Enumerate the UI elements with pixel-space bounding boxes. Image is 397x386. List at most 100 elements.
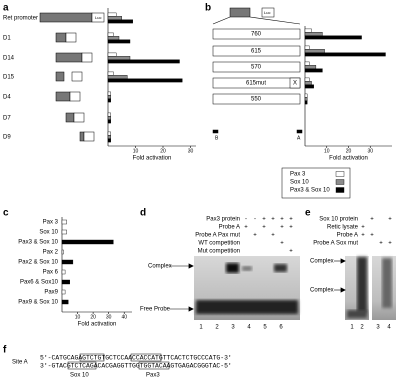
bar — [107, 36, 120, 40]
sign: + — [388, 217, 392, 223]
sign: + — [244, 225, 248, 231]
free-probe-label: Free Probe — [140, 307, 171, 313]
category-label: D7 — [3, 116, 11, 122]
sign: - — [254, 217, 256, 223]
category-label: 760 — [251, 32, 262, 38]
x-tick-label: 30 — [188, 148, 194, 154]
sequence-top: 5'-CATGCAGAGTCTGTGCTCCAACCACCATGTTCACTCT… — [40, 355, 232, 362]
bar — [304, 77, 310, 82]
x-tick-label: 10 — [75, 314, 81, 320]
site-label: A — [297, 135, 301, 141]
row-label: WT competition — [198, 241, 240, 247]
arrows — [170, 258, 346, 312]
bar — [107, 19, 133, 24]
category-label: Pax 3 — [43, 220, 59, 226]
category-label: Pax9 — [44, 290, 58, 296]
bar — [107, 119, 111, 124]
lane-number: 4 — [247, 325, 251, 331]
legend-swatch — [335, 179, 345, 185]
row-label: Sox 10 protein — [319, 217, 358, 223]
category-label: Pax9 & Sox 10 — [18, 300, 58, 306]
category-label: 615 — [251, 49, 262, 55]
row-label: Probe A Sox mut — [313, 241, 358, 247]
category-label: 550 — [251, 97, 262, 103]
lane-number: 2 — [360, 325, 364, 331]
bar — [107, 75, 128, 79]
category-label: Pax2 & Sox 10 — [18, 260, 58, 266]
row-label: Pax3 protein — [206, 217, 240, 223]
bar — [304, 68, 323, 73]
x-axis-title: Fold activation — [329, 156, 368, 162]
panel-label: e — [305, 208, 311, 219]
panel-label: f — [3, 345, 7, 356]
site-label: B — [215, 135, 219, 141]
category-label: Pax6 & Sox10 — [20, 280, 59, 286]
legend-swatch — [335, 171, 345, 177]
category-label: Sox 10 — [39, 230, 58, 236]
sign: + — [361, 233, 365, 239]
legend-label: Sox 10 — [290, 180, 309, 186]
bar — [107, 12, 117, 17]
sign: + — [271, 233, 275, 239]
sox-label: Sox 10 — [70, 373, 89, 379]
bar — [61, 269, 66, 275]
reporter: Luc — [264, 10, 270, 15]
sign: - — [245, 217, 247, 223]
sign: + — [379, 241, 383, 247]
bar — [61, 229, 67, 235]
legend-label: Pax 3 — [290, 172, 306, 178]
bar — [304, 45, 310, 50]
category-label: Pax 6 — [43, 270, 59, 276]
sign: + — [370, 217, 374, 223]
row-label: Probe A — [219, 225, 240, 231]
row-label: Probe A Pax mut — [195, 233, 240, 239]
sign: + — [262, 217, 266, 223]
category-label: D14 — [3, 56, 15, 62]
sign: + — [361, 225, 365, 231]
bar — [107, 52, 117, 57]
category-label: D4 — [3, 95, 11, 101]
bar — [304, 100, 308, 105]
bar — [61, 299, 69, 305]
bar — [107, 116, 111, 120]
lane-number: 4 — [387, 325, 391, 331]
panel-label: b — [205, 3, 211, 14]
sign: + — [280, 217, 284, 223]
sign: + — [253, 233, 257, 239]
bar — [304, 32, 323, 36]
bar — [304, 61, 310, 66]
category-label: D1 — [3, 36, 11, 42]
gel-d — [194, 256, 300, 320]
category-label: D15 — [3, 75, 15, 81]
bar — [107, 135, 111, 139]
bar — [304, 93, 308, 98]
bar — [107, 112, 111, 117]
bar — [61, 239, 114, 245]
bar — [107, 32, 114, 37]
bar — [107, 138, 111, 143]
legend-label: Pax3 & Sox 10 — [290, 188, 330, 194]
bar — [304, 49, 325, 53]
sign: + — [289, 217, 293, 223]
x-tick-label: 40 — [121, 314, 127, 320]
binding-boxes — [67, 353, 170, 370]
category-label: 615mut — [246, 81, 266, 87]
complex-label: Complex — [310, 259, 334, 265]
x-tick-label: 10 — [133, 148, 139, 154]
x-axis-title: Fold activation — [133, 156, 172, 162]
sequence-bottom: 3'-GTACGTCTCAGACACGAGGTTGGTGGTACAAGTGAGA… — [40, 363, 232, 370]
bar — [107, 131, 111, 136]
sign: + — [388, 241, 392, 247]
bar — [107, 98, 111, 103]
x-tick-label: 30 — [106, 314, 112, 320]
sign: + — [370, 233, 374, 239]
x-tick-label: 10 — [324, 148, 330, 154]
sign: + — [289, 225, 293, 231]
panel-a-schematics — [39, 12, 105, 142]
bar — [61, 259, 74, 265]
bar — [107, 95, 111, 99]
lane-number: 5 — [263, 325, 267, 331]
bar — [107, 16, 122, 20]
panel-label: a — [3, 3, 9, 14]
